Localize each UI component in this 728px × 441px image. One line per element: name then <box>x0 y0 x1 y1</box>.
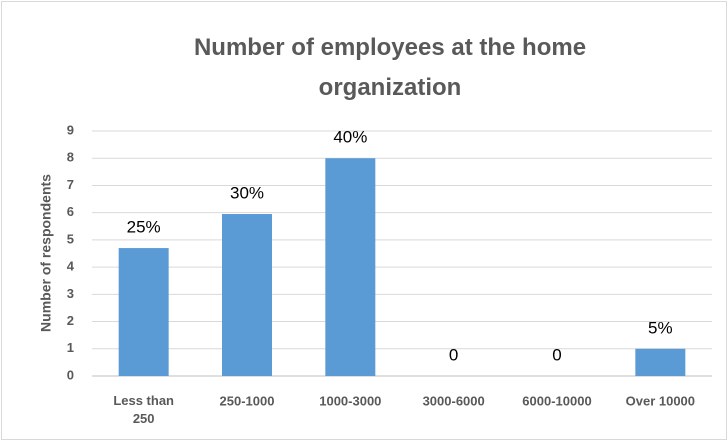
x-tick-label: 6000-10000 <box>522 393 591 408</box>
bar <box>325 158 376 376</box>
y-tick-label: 9 <box>67 122 74 137</box>
data-label: 30% <box>230 184 264 203</box>
x-tick-label: Less than 250 <box>113 393 174 426</box>
data-label: 0 <box>449 345 458 364</box>
x-tick-line: Less than <box>113 393 174 408</box>
y-tick-label: 7 <box>67 177 74 192</box>
x-tick-line: 250 <box>133 411 155 426</box>
y-axis-label: Number of respondents <box>38 174 54 332</box>
data-label: 0 <box>552 345 561 364</box>
bar <box>635 348 686 376</box>
chart-title: Number of employees at the home organiza… <box>193 34 587 101</box>
y-tick-label: 6 <box>67 204 74 219</box>
y-tick-label: 0 <box>67 367 74 382</box>
y-tick-label: 4 <box>67 259 75 274</box>
data-label: 25% <box>127 218 161 237</box>
data-label: 40% <box>333 128 367 147</box>
x-tick-label: 1000-3000 <box>319 393 381 408</box>
data-label: 5% <box>648 318 673 337</box>
y-tick-label: 5 <box>67 231 74 246</box>
y-tick-label: 2 <box>67 313 74 328</box>
x-tick-label: Over 10000 <box>626 393 695 408</box>
y-tick-label: 8 <box>67 150 74 165</box>
x-tick-label: 3000-6000 <box>423 393 485 408</box>
y-tick-label: 1 <box>67 340 74 355</box>
y-tick-label: 3 <box>67 286 74 301</box>
bar <box>222 214 272 376</box>
bar <box>118 248 169 376</box>
x-tick-label: 250-1000 <box>220 393 275 408</box>
